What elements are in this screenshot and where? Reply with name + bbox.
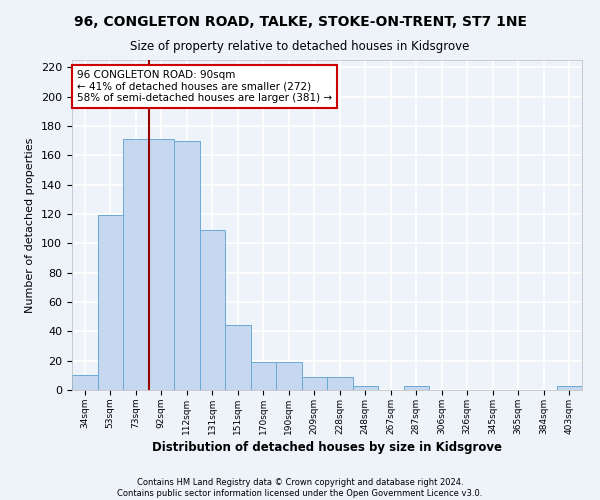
Bar bbox=[353, 386, 378, 390]
Bar bbox=[404, 386, 429, 390]
Bar bbox=[557, 386, 582, 390]
Bar bbox=[72, 376, 97, 390]
Y-axis label: Number of detached properties: Number of detached properties bbox=[25, 138, 35, 312]
Bar bbox=[149, 139, 174, 390]
Text: Contains HM Land Registry data © Crown copyright and database right 2024.
Contai: Contains HM Land Registry data © Crown c… bbox=[118, 478, 482, 498]
Bar bbox=[327, 377, 353, 390]
Bar bbox=[174, 140, 199, 390]
Bar bbox=[199, 230, 225, 390]
Text: Size of property relative to detached houses in Kidsgrove: Size of property relative to detached ho… bbox=[130, 40, 470, 53]
Bar bbox=[251, 362, 276, 390]
Text: 96, CONGLETON ROAD, TALKE, STOKE-ON-TRENT, ST7 1NE: 96, CONGLETON ROAD, TALKE, STOKE-ON-TREN… bbox=[74, 15, 527, 29]
Bar bbox=[225, 326, 251, 390]
Bar bbox=[97, 216, 123, 390]
Bar bbox=[302, 377, 327, 390]
Bar bbox=[276, 362, 302, 390]
Text: 96 CONGLETON ROAD: 90sqm
← 41% of detached houses are smaller (272)
58% of semi-: 96 CONGLETON ROAD: 90sqm ← 41% of detach… bbox=[77, 70, 332, 103]
X-axis label: Distribution of detached houses by size in Kidsgrove: Distribution of detached houses by size … bbox=[152, 441, 502, 454]
Bar bbox=[123, 139, 149, 390]
